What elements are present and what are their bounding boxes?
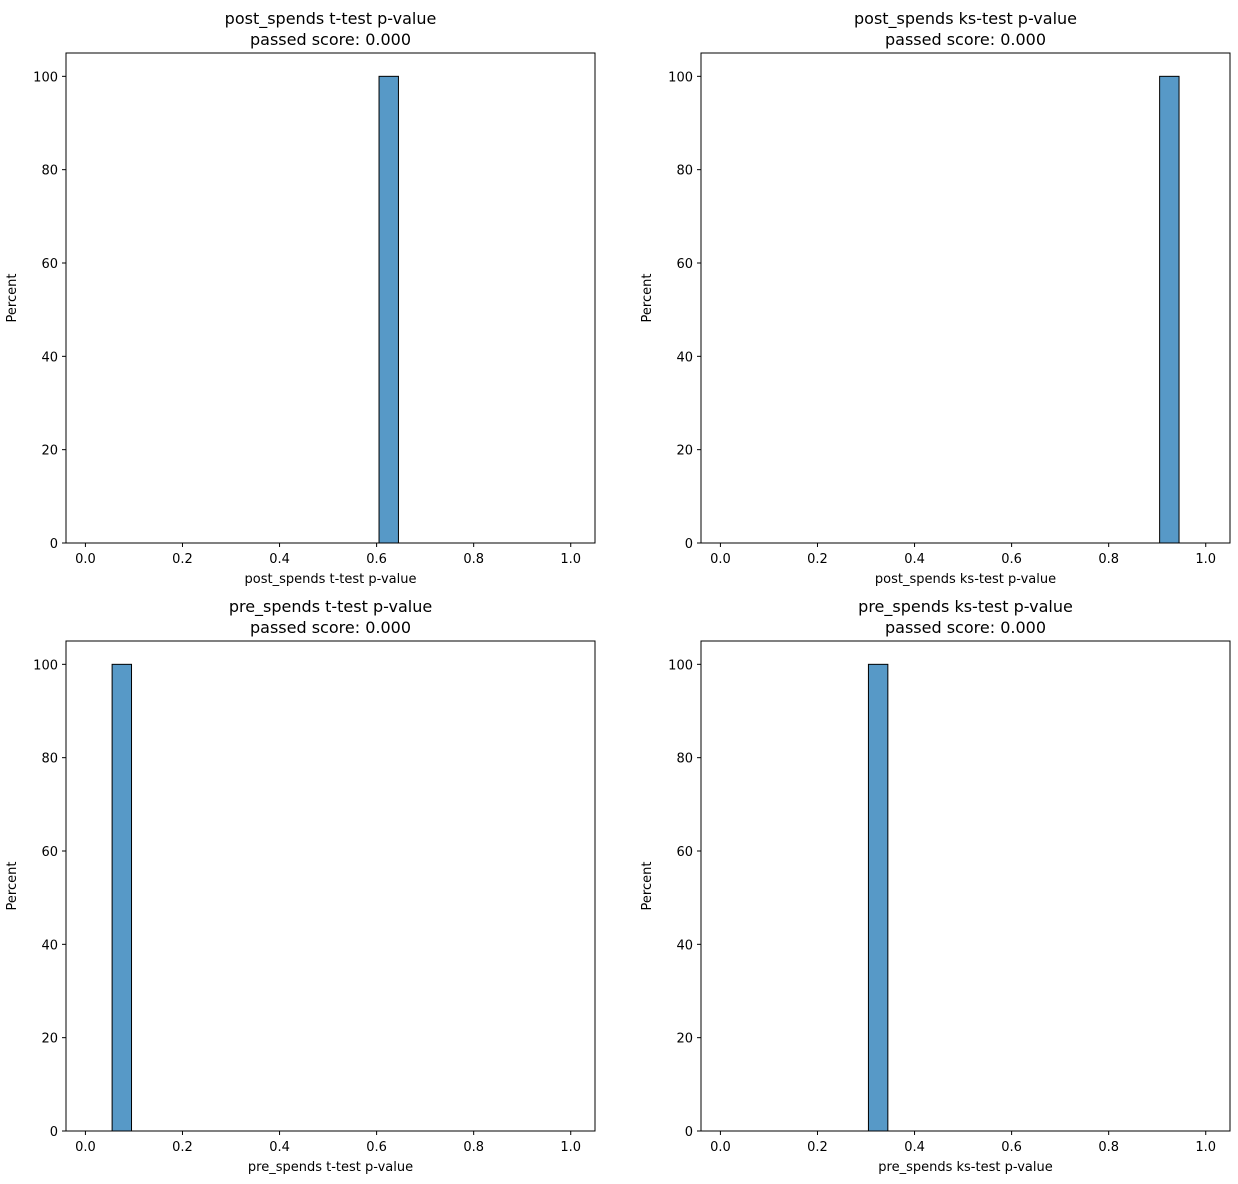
y-tick-label: 20 [676,1032,693,1047]
axes-frame [700,52,1231,544]
y-tick-label: 100 [33,70,58,85]
x-tick-label: 0.4 [269,552,290,567]
x-tick-label: 0.6 [366,552,387,567]
axes-frame [65,640,596,1132]
x-tick-label: 1.0 [560,552,581,567]
subplot-subtitle: passed score: 0.000 [250,30,411,49]
x-tick-label: 0.8 [463,552,484,567]
x-axis-label: pre_spends ks-test p-value [878,1160,1052,1175]
x-axis-label: post_spends ks-test p-value [875,572,1056,587]
y-tick-label: 0 [50,1125,58,1140]
x-tick-label: 0.4 [904,1140,925,1155]
y-tick-label: 100 [33,658,58,673]
y-tick-label: 80 [41,164,58,179]
x-tick-label: 0.8 [1098,552,1119,567]
x-tick-label: 0.0 [710,1140,731,1155]
y-tick-label: 40 [676,350,693,365]
y-tick-label: 40 [676,938,693,953]
y-tick-label: 80 [676,752,693,767]
y-axis-label: Percent [640,274,655,323]
y-tick-label: 20 [41,1032,58,1047]
axes-frame [700,640,1231,1132]
histogram-bar [1159,75,1180,544]
subplot-subtitle: passed score: 0.000 [885,30,1046,49]
subplot-subtitle: passed score: 0.000 [250,618,411,637]
y-tick-label: 100 [668,658,693,673]
y-tick-label: 60 [41,257,58,272]
y-tick-label: 100 [668,70,693,85]
x-tick-label: 0.2 [807,552,828,567]
x-tick-label: 0.0 [710,552,731,567]
x-tick-label: 0.2 [807,1140,828,1155]
y-tick-label: 0 [50,537,58,552]
x-tick-label: 1.0 [560,1140,581,1155]
histogram-bar [378,75,399,544]
y-tick-label: 20 [41,444,58,459]
y-tick-label: 20 [676,444,693,459]
y-tick-label: 40 [41,938,58,953]
x-tick-label: 0.4 [904,552,925,567]
x-tick-label: 0.8 [463,1140,484,1155]
x-tick-label: 0.6 [1001,1140,1022,1155]
x-tick-label: 0.6 [366,1140,387,1155]
x-tick-label: 0.0 [75,1140,96,1155]
x-axis-label: post_spends t-test p-value [245,572,417,587]
histogram-bar [111,663,133,1132]
y-axis-label: Percent [5,862,20,911]
y-tick-label: 80 [676,164,693,179]
x-tick-label: 1.0 [1195,1140,1216,1155]
x-axis-label: pre_spends t-test p-value [248,1160,413,1175]
y-tick-label: 80 [41,752,58,767]
y-tick-label: 60 [676,257,693,272]
y-axis-label: Percent [5,274,20,323]
subplot-title: pre_spends t-test p-value [229,597,432,617]
axes-frame [65,52,596,544]
subplot-title: post_spends ks-test p-value [854,9,1077,29]
x-tick-label: 0.8 [1098,1140,1119,1155]
subplot-title: pre_spends ks-test p-value [858,597,1073,617]
x-tick-label: 0.2 [172,552,193,567]
x-tick-label: 0.4 [269,1140,290,1155]
y-tick-label: 40 [41,350,58,365]
y-tick-label: 0 [685,537,693,552]
subplot-title: post_spends t-test p-value [225,9,437,29]
subplot-subtitle: passed score: 0.000 [885,618,1046,637]
y-tick-label: 60 [41,845,58,860]
y-tick-label: 60 [676,845,693,860]
x-tick-label: 0.2 [172,1140,193,1155]
y-tick-label: 0 [685,1125,693,1140]
histogram-bar [867,663,889,1132]
x-tick-label: 0.6 [1001,552,1022,567]
x-tick-label: 0.0 [75,552,96,567]
y-axis-label: Percent [640,862,655,911]
x-tick-label: 1.0 [1195,552,1216,567]
